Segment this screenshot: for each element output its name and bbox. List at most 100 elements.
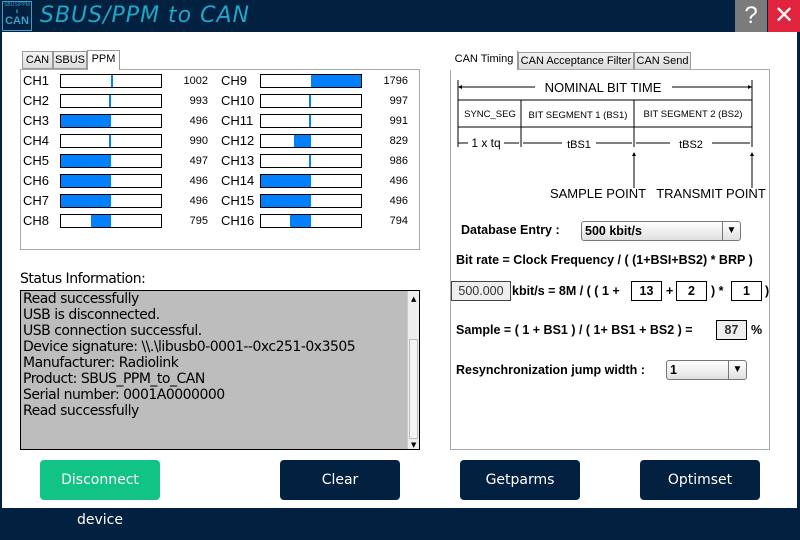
bs1-label: BIT SEGMENT 1 (BS1) [529, 110, 628, 121]
close-paren-text: ) [765, 284, 770, 298]
window-title: SBUS/PPM to CAN [40, 3, 250, 28]
sample-value-field: 87 [716, 320, 747, 340]
channel-bar-fill [261, 175, 311, 187]
tab-can-send[interactable]: CAN Send [634, 52, 691, 70]
channel-bar-fill [111, 75, 113, 87]
plus-text: + [666, 284, 674, 298]
ppm-channel-panel: CH1 1002 CH2 993 CH3 496 CH4 990 CH5 497 CH6 496 CH7… [20, 69, 420, 250]
channel-label: CH12 [221, 133, 255, 148]
tab-can-acceptance-filter[interactable]: CAN Acceptance Filter [518, 52, 634, 70]
bs2-input[interactable]: 2 [676, 281, 707, 301]
bitrate-formula: Bit rate = Clock Frequency / ( (1+BSI+BS… [456, 253, 753, 267]
scroll-thumb[interactable] [409, 339, 418, 439]
channel-bar-fill [61, 155, 111, 167]
channel-bar-fill [309, 95, 311, 107]
logo-text-top: SBUS/PPM [4, 2, 30, 8]
brp-input[interactable]: 1 [731, 281, 762, 301]
channel-bar-fill [293, 135, 311, 147]
channel-bar-fill [309, 155, 311, 167]
channel-value: 986 [389, 155, 408, 167]
channel-bar-fill [61, 115, 111, 127]
optimset-button[interactable]: Optimset [640, 460, 760, 500]
channel-bar [260, 174, 362, 188]
channel-label: CH15 [221, 193, 255, 208]
tab-can-timing[interactable]: CAN Timing [450, 50, 518, 70]
channel-bar [260, 214, 362, 228]
channel-bar-fill [61, 175, 111, 187]
tq-label: 1 x tq [471, 136, 500, 150]
logo-text-bottom: CAN [5, 15, 29, 27]
channel-bar-fill [290, 215, 311, 227]
status-log: Read successfully USB is disconnected. USB… [20, 290, 420, 450]
bs1-input[interactable]: 13 [631, 281, 662, 301]
channel-bar-fill [90, 215, 111, 227]
channel-bar-fill [61, 195, 111, 207]
nominal-bit-time-label: NOMINAL BIT TIME [545, 80, 662, 95]
channel-value: 496 [189, 175, 208, 187]
channel-bar-fill [309, 115, 311, 127]
sample-formula: Sample = ( 1 + BS1 ) / ( 1+ BS1 + BS2 ) … [456, 323, 693, 337]
channel-label: CH11 [221, 113, 254, 128]
arrow-down-icon: ⬇ [14, 9, 20, 15]
sample-point-label: SAMPLE POINT [550, 186, 646, 201]
channel-bar [60, 114, 162, 128]
help-button[interactable]: ? [735, 0, 767, 32]
channel-bar [260, 154, 362, 168]
scroll-down-icon[interactable]: ▼ [411, 441, 416, 449]
database-entry-select[interactable]: 500 kbit/s ▼ [581, 221, 741, 241]
tab-can[interactable]: CAN [22, 51, 53, 69]
channel-bar-fill [109, 95, 111, 107]
channel-bar [260, 194, 362, 208]
channel-label: CH4 [23, 133, 50, 148]
channel-label: CH10 [221, 93, 255, 108]
status-line: USB is disconnected. [23, 307, 160, 323]
database-entry-label: Database Entry : [461, 223, 560, 237]
channel-label: CH2 [23, 93, 50, 108]
channel-value: 991 [389, 115, 408, 127]
channel-bar [60, 214, 162, 228]
bit-timing-diagram: NOMINAL BIT TIME SYNC_SEG BIT SEGMENT 1 … [457, 80, 766, 201]
status-line: Serial number: 0001A0000000 [23, 387, 225, 403]
scroll-up-icon[interactable]: ▲ [411, 295, 416, 303]
tbs1-label: tBS1 [567, 139, 591, 151]
clear-button[interactable]: Clear [280, 460, 400, 500]
sjw-select[interactable]: 1 ▼ [666, 360, 747, 380]
status-scrollbar[interactable]: ▲ ▼ [407, 291, 419, 449]
channel-value: 496 [389, 195, 408, 207]
getparms-button[interactable]: Getparms [460, 460, 580, 500]
channel-label: CH8 [23, 213, 50, 228]
channel-label: CH7 [23, 193, 50, 208]
channel-value: 997 [389, 95, 408, 107]
channel-label: CH14 [221, 173, 255, 188]
bitrate-equation-text: kbit/s = 8M / ( ( 1 + [512, 284, 620, 298]
channel-bar [260, 114, 362, 128]
channel-bar [60, 134, 162, 148]
sjw-label: Resynchronization jump width : [456, 363, 645, 377]
close-button[interactable]: ✕ [768, 0, 800, 32]
disconnect-device-button[interactable]: Disconnect device [40, 460, 160, 528]
tbs2-label: tBS2 [679, 139, 703, 151]
channel-label: CH16 [221, 213, 255, 228]
channel-label: CH9 [221, 73, 248, 88]
tab-ppm[interactable]: PPM [87, 50, 120, 70]
channel-bar [260, 134, 362, 148]
channel-bar [60, 174, 162, 188]
tab-sbus[interactable]: SBUS [53, 51, 87, 69]
bs2-label: BIT SEGMENT 2 (BS2) [644, 109, 743, 120]
status-line: USB connection successful. [23, 323, 202, 339]
channel-value: 496 [189, 115, 208, 127]
chevron-down-icon[interactable]: ▼ [722, 222, 740, 240]
database-entry-value: 500 kbit/s [585, 224, 642, 238]
channel-bar [60, 94, 162, 108]
channel-label: CH5 [23, 153, 50, 168]
title-bar: SBUS/PPM ⬇ CAN SBUS/PPM to CAN ? ✕ [0, 0, 800, 32]
status-line: Device signature: \\.\libusb0-0001--0xc2… [23, 339, 356, 355]
multiply-text: ) * [711, 284, 724, 298]
channel-value: 1796 [383, 75, 408, 87]
sync-seg-label: SYNC_SEG [464, 109, 516, 120]
chevron-down-icon[interactable]: ▼ [728, 361, 746, 379]
can-timing-panel [450, 69, 770, 450]
channel-label: CH3 [23, 113, 50, 128]
status-line: Read successfully [23, 403, 139, 419]
sjw-value: 1 [670, 363, 677, 377]
